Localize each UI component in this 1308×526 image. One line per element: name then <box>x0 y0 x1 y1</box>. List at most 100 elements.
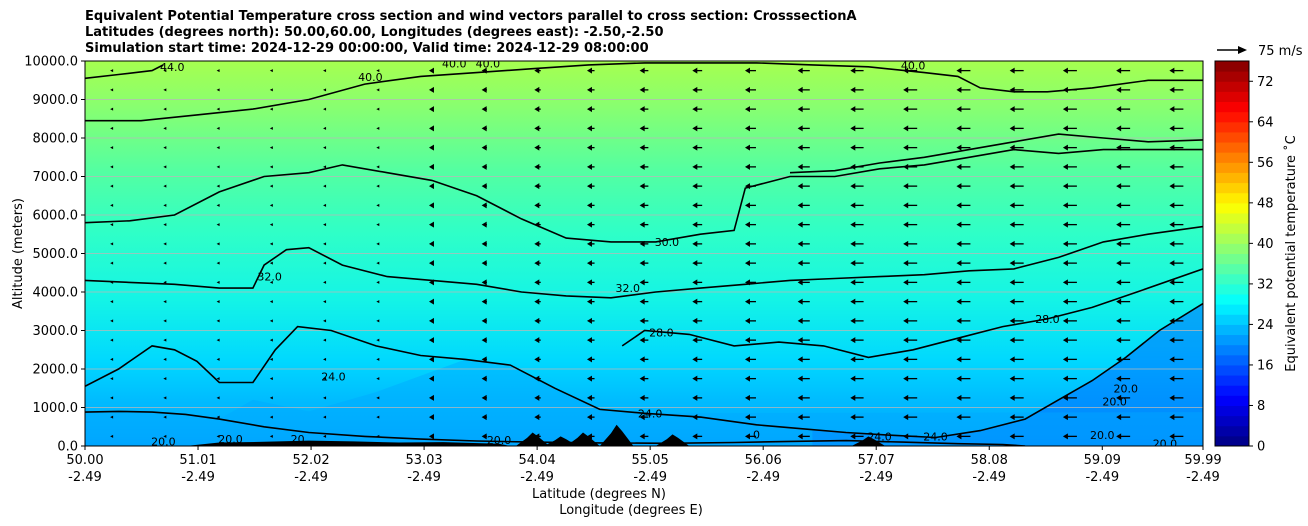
wind-vector-head <box>903 375 909 382</box>
wind-vector-head <box>639 144 645 151</box>
wind-vector-head <box>956 433 962 440</box>
wind-vector <box>163 107 167 111</box>
wind-vector <box>376 184 380 188</box>
x-tick-label-lat: 50.00 <box>66 453 103 468</box>
wind-vector-head <box>797 106 803 113</box>
wind-vector-head <box>428 163 434 170</box>
wind-vector-head <box>586 183 592 190</box>
wind-vector <box>269 338 273 342</box>
wind-vector <box>216 415 220 419</box>
wind-vector <box>110 377 114 381</box>
wind-vector-head <box>744 86 750 93</box>
x-tick-label-lon: -2.49 <box>746 470 780 485</box>
wind-vector-head <box>744 163 750 170</box>
wind-vector-head <box>797 125 803 132</box>
wind-vector-head <box>1009 67 1015 74</box>
wind-vector-head <box>903 298 909 305</box>
colorbar-segment <box>1215 121 1249 133</box>
wind-vector-head <box>1062 298 1068 305</box>
wind-vector <box>216 146 220 150</box>
x-tick-label-lat: 59.09 <box>1084 453 1121 468</box>
wind-vector <box>323 319 327 323</box>
wind-vector-head <box>1062 86 1068 93</box>
wind-vector <box>163 88 167 92</box>
wind-vector <box>376 396 380 400</box>
wind-vector-head <box>1116 260 1122 267</box>
wind-vector-head <box>586 144 592 151</box>
wind-vector <box>323 184 327 188</box>
wind-vector-head <box>956 144 962 151</box>
contour-label: 24.0 <box>638 407 663 420</box>
wind-vector <box>110 261 114 265</box>
wind-vector-head <box>481 375 487 382</box>
wind-vector-head <box>428 337 434 344</box>
wind-vector <box>216 184 220 188</box>
wind-vector-head <box>797 221 803 228</box>
wind-vector-head <box>903 414 909 421</box>
colorbar-segment <box>1215 81 1249 92</box>
wind-vector <box>110 203 114 207</box>
wind-vector-head <box>1169 394 1175 401</box>
x-tick-label-lon: -2.49 <box>407 470 441 485</box>
wind-vector-head <box>1116 106 1122 113</box>
wind-vector-head <box>534 375 540 382</box>
colorbar-tick-label: 24 <box>1257 318 1274 333</box>
wind-vector <box>269 165 273 169</box>
wind-vector-head <box>850 221 856 228</box>
wind-vector <box>323 165 327 169</box>
wind-vector-head <box>534 414 540 421</box>
wind-vector-head <box>428 183 434 190</box>
wind-vector-head <box>481 240 487 247</box>
colorbar-segment <box>1215 324 1249 336</box>
wind-vector-head <box>639 394 645 401</box>
wind-vector-head <box>1116 356 1122 363</box>
wind-vector-head <box>1169 356 1175 363</box>
wind-vector-head <box>586 86 592 93</box>
wind-vector <box>323 377 327 381</box>
wind-vector-head <box>797 317 803 324</box>
wind-vector <box>110 88 114 92</box>
wind-vector-head <box>1116 337 1122 344</box>
y-tick-label: 8000.0 <box>33 132 79 147</box>
colorbar-segment <box>1215 354 1249 366</box>
contour-label: 28.0 <box>649 326 674 339</box>
wind-vector-head <box>797 433 803 440</box>
wind-vector <box>216 88 220 92</box>
contour-label: 20.0 <box>151 435 176 448</box>
wind-vector-head <box>1062 260 1068 267</box>
x-tick-label-lat: 55.05 <box>632 453 669 468</box>
wind-vector-head <box>956 414 962 421</box>
wind-vector-head <box>428 86 434 93</box>
wind-vector <box>323 88 327 92</box>
colorbar-segment <box>1215 91 1249 103</box>
contour-label: 20.0 <box>1114 382 1139 395</box>
wind-vector <box>163 319 167 323</box>
quiver-key-arrowhead <box>1238 46 1247 54</box>
wind-vector-head <box>1062 375 1068 382</box>
wind-vector-head <box>639 202 645 209</box>
wind-vector-head <box>744 279 750 286</box>
wind-vector <box>269 203 273 207</box>
wind-vector <box>269 415 273 419</box>
wind-vector-head <box>692 433 698 440</box>
wind-vector <box>323 434 327 438</box>
wind-vector-head <box>850 86 856 93</box>
contour-label: 40.0 <box>358 71 383 84</box>
contour-fill-surface-region <box>85 359 1203 446</box>
wind-vector <box>216 396 220 400</box>
wind-vector-head <box>1169 337 1175 344</box>
wind-vector-head <box>744 433 750 440</box>
wind-vector-head <box>1116 125 1122 132</box>
wind-vector <box>110 434 114 438</box>
wind-vector <box>216 203 220 207</box>
wind-vector-head <box>586 337 592 344</box>
wind-vector-head <box>850 356 856 363</box>
wind-vector-head <box>428 144 434 151</box>
wind-vector-head <box>639 221 645 228</box>
wind-vector <box>323 69 327 73</box>
wind-vector-head <box>903 433 909 440</box>
wind-vector-head <box>639 317 645 324</box>
contour-line-38 <box>85 62 1203 122</box>
wind-vector-head <box>428 125 434 132</box>
wind-vector-head <box>586 202 592 209</box>
